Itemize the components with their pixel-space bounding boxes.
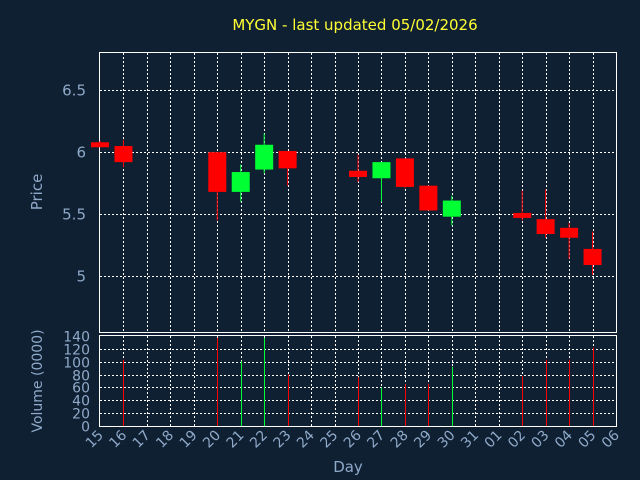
volume-plot-frame (99, 335, 617, 427)
day-x-ticks: 15 16 17 18 19 20 21 22 23 24 25 26 27 28 29 30 31 01 02 03… (83, 427, 623, 451)
candle (278, 150, 297, 186)
candle-body (395, 158, 414, 187)
day-tick-label: 26 (341, 427, 365, 451)
candle-body (419, 185, 438, 211)
candle (91, 141, 109, 148)
candle-body (349, 170, 367, 177)
candle (419, 185, 438, 211)
day-tick-label: 22 (247, 428, 271, 452)
volume-tick-label: 20 (72, 407, 90, 423)
volume-tick-label: 140 (63, 330, 90, 346)
candle (536, 189, 555, 238)
day-tick-label: 21 (224, 428, 248, 452)
candle (395, 158, 414, 189)
day-tick-label: 20 (200, 428, 224, 452)
candle-body (208, 152, 227, 192)
day-tick-label: 02 (505, 428, 529, 452)
candle (442, 195, 461, 226)
candle-body (536, 219, 555, 235)
candle-body (372, 162, 391, 179)
candle-body (231, 172, 250, 192)
price-panel: 5 5.5 6 6.5 Price (28, 52, 617, 333)
price-tick-label: 6.5 (62, 82, 86, 100)
day-tick-label: 17 (130, 428, 154, 452)
day-axis-label: Day (333, 458, 363, 476)
day-tick-label: 04 (552, 427, 576, 451)
day-tick-label: 19 (177, 428, 201, 452)
day-tick-label: 24 (294, 427, 318, 451)
day-tick-label: 30 (435, 428, 459, 452)
volume-tick-label: 80 (72, 369, 90, 385)
candle-body (442, 200, 461, 217)
price-axis-label: Price (28, 174, 46, 211)
price-tick-label: 6 (76, 144, 86, 162)
candle-body (513, 212, 532, 218)
day-tick-label: 01 (482, 428, 506, 452)
price-y-ticks: 5 5.5 6 6.5 (62, 82, 86, 286)
candle-body (560, 227, 579, 238)
candle-body (114, 146, 133, 163)
candle (255, 133, 274, 174)
chart-title: MYGN - last updated 05/02/2026 (232, 16, 477, 34)
volume-tick-label: 60 (72, 381, 90, 397)
volume-tick-label: 120 (63, 343, 90, 359)
candle-body (255, 144, 274, 170)
day-tick-label: 25 (317, 428, 341, 452)
candle-body (583, 248, 602, 266)
volume-bars (123, 337, 594, 426)
candle (114, 139, 133, 168)
volume-tick-label: 0 (81, 420, 90, 436)
day-tick-label: 06 (599, 427, 623, 451)
candle (208, 152, 227, 221)
day-tick-label: 28 (388, 428, 412, 452)
candle (513, 190, 532, 221)
price-tick-label: 5.5 (62, 206, 86, 224)
candle-body (278, 150, 297, 169)
day-tick-label: 31 (458, 428, 482, 452)
candle-body (91, 142, 109, 148)
day-tick-label: 29 (411, 428, 435, 452)
day-tick-label: 03 (529, 428, 553, 452)
price-tick-label: 5 (76, 268, 86, 286)
candle (349, 154, 367, 182)
day-tick-label: 16 (106, 427, 130, 451)
price-grid (100, 53, 616, 332)
candle (231, 164, 250, 202)
price-plot-frame (99, 52, 617, 333)
volume-tick-label: 100 (63, 356, 90, 372)
volume-tick-label: 40 (72, 394, 90, 410)
volume-axis-label: Volume (0000) (30, 329, 46, 432)
day-tick-label: 27 (364, 428, 388, 452)
day-tick-label: 18 (153, 428, 177, 452)
candle (560, 222, 579, 259)
day-tick-label: 05 (575, 428, 599, 452)
day-tick-label: 23 (271, 428, 295, 452)
candle (372, 162, 391, 202)
candle (583, 231, 602, 275)
candles (91, 133, 602, 275)
